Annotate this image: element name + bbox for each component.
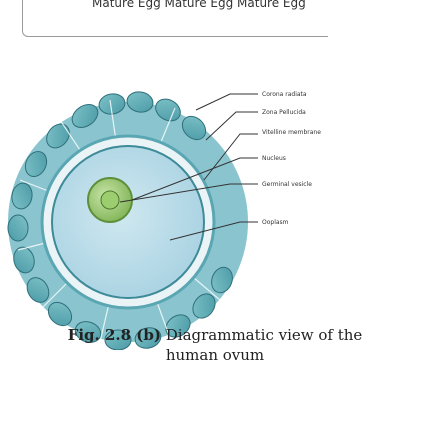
label-germinal-vesicle: Germinal vesicle [262, 181, 312, 188]
label-nucleus: Nucleus [262, 155, 286, 162]
header-frame [22, 0, 328, 37]
caption-figure-label: Fig. 2.8 (b) [67, 326, 161, 344]
leader-lines [119, 93, 258, 241]
label-ooplasm: Ooplasm [262, 219, 289, 226]
germinal-vesicle [100, 190, 120, 210]
label-zona-pellucida: Zona Pellucida [262, 109, 306, 116]
ovum-diagram: Corona radiata Zona Pellucida Vitelline … [7, 91, 321, 350]
caption-title: Diagrammatic view of the human ovum [165, 326, 363, 364]
label-corona-radiata: Corona radiata [262, 91, 307, 98]
header-text: Mature Egg Mature Egg Mature Egg [92, 0, 306, 10]
page-header-strip: Mature Egg Mature Egg Mature Egg [0, 0, 423, 40]
label-vitelline-membrane: Vitelline membrane [262, 129, 321, 136]
figure-caption: Fig. 2.8 (b) Diagrammatic view of the hu… [40, 325, 390, 365]
vitelline-membrane [51, 145, 205, 299]
